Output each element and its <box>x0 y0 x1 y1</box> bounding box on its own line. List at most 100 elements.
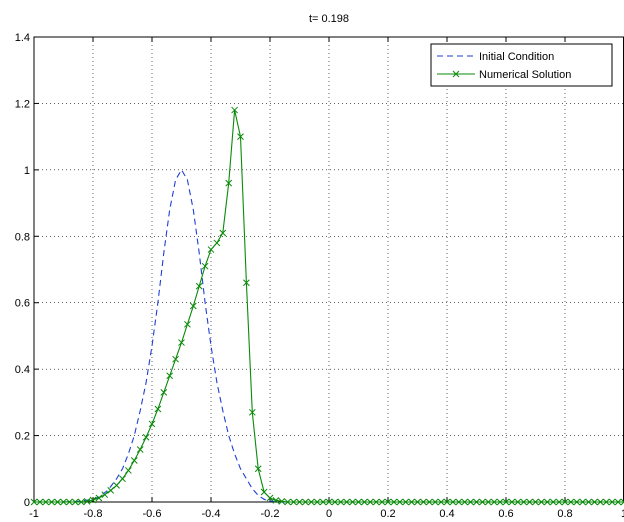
data-point-marker <box>219 229 227 237</box>
data-point-marker <box>361 498 368 506</box>
data-point-marker <box>597 498 604 506</box>
data-point-marker <box>467 498 474 506</box>
data-point-marker <box>372 498 380 506</box>
data-point-marker <box>602 498 610 506</box>
data-point-marker <box>290 498 297 506</box>
y-tick-label: 1 <box>24 165 30 177</box>
data-point-marker <box>543 498 551 506</box>
data-point-marker <box>130 457 138 464</box>
data-point-marker <box>172 355 179 363</box>
data-point-marker <box>71 498 79 506</box>
data-point-marker <box>278 497 286 505</box>
data-point-marker <box>408 498 415 506</box>
data-point-marker <box>420 498 427 506</box>
x-tick-label: -1 <box>29 508 39 520</box>
data-point-marker <box>343 498 351 506</box>
data-point-marker <box>549 498 557 506</box>
data-point-marker <box>608 498 616 506</box>
y-tick-label: 0.4 <box>15 364 30 376</box>
data-point-marker <box>585 498 592 506</box>
data-point-marker <box>160 389 168 396</box>
data-point-marker <box>166 372 174 380</box>
y-tick-label: 1.4 <box>15 32 30 44</box>
data-point-marker <box>437 498 445 506</box>
data-point-marker <box>461 498 469 506</box>
data-point-marker <box>449 498 457 506</box>
legend-label: Initial Condition <box>479 51 554 63</box>
data-point-marker <box>272 496 280 504</box>
series-initial-condition <box>34 168 624 503</box>
data-point-marker <box>402 498 410 506</box>
data-point-marker <box>490 498 498 506</box>
data-point-marker <box>95 494 103 502</box>
data-point-marker <box>48 498 56 506</box>
data-point-marker <box>484 498 492 506</box>
data-point-marker <box>319 498 327 506</box>
y-tick-labels: 0 0.2 0.4 0.6 0.8 1 1.2 1.4 <box>15 32 30 509</box>
data-point-marker <box>201 262 209 270</box>
data-point-marker <box>396 498 404 506</box>
data-point-marker <box>254 465 262 473</box>
x-tick-label: 0.8 <box>557 508 572 520</box>
legend-box <box>430 43 613 87</box>
data-point-marker <box>296 498 303 506</box>
x-tick-label: 0.6 <box>498 508 513 520</box>
series-line <box>34 168 624 503</box>
x-tick-label: 1 <box>621 508 624 520</box>
data-point-marker <box>302 498 309 506</box>
data-point-marker <box>337 498 345 506</box>
data-point-marker <box>366 498 374 506</box>
data-point-marker <box>390 498 398 506</box>
data-point-marker <box>573 498 581 506</box>
x-tick-label: 0.2 <box>380 508 395 520</box>
data-point-marker <box>331 498 339 506</box>
data-point-marker <box>384 498 392 506</box>
data-point-marker <box>54 498 61 506</box>
data-point-marker <box>148 420 156 428</box>
data-point-marker <box>66 498 73 506</box>
data-point-marker <box>60 498 67 506</box>
data-point-marker <box>189 302 197 310</box>
data-point-marker <box>443 498 451 506</box>
data-point-marker <box>213 239 221 247</box>
data-point-marker <box>42 498 50 506</box>
x-tick-labels: -1 -0.8 -0.6 -0.4 -0.2 0 0.2 0.4 0.6 0.8 1 <box>29 508 624 520</box>
data-point-marker <box>243 279 250 287</box>
series-layer <box>30 106 624 506</box>
data-point-marker <box>313 498 321 506</box>
data-point-marker <box>248 408 256 416</box>
data-point-marker <box>266 494 274 502</box>
legend-label: Numerical Solution <box>479 69 571 81</box>
data-point-marker <box>178 339 185 346</box>
data-point-marker <box>260 488 268 496</box>
legend-marker <box>452 70 460 78</box>
data-point-marker <box>355 498 362 506</box>
y-tick-label: 0.6 <box>15 298 30 310</box>
data-point-marker <box>113 482 120 489</box>
data-point-marker <box>89 496 97 504</box>
data-point-marker <box>425 498 433 506</box>
tick-marks <box>33 36 624 503</box>
grid-lines <box>34 37 624 502</box>
data-point-marker <box>325 498 333 506</box>
data-point-marker <box>532 498 539 506</box>
data-point-marker <box>473 498 480 506</box>
data-point-marker <box>107 487 115 494</box>
data-point-marker <box>591 498 598 506</box>
x-tick-label: 0 <box>326 508 332 520</box>
y-tick-label: 0.8 <box>15 231 30 243</box>
x-tick-label: 0.4 <box>439 508 454 520</box>
data-point-marker <box>195 282 203 290</box>
data-point-marker <box>561 498 569 506</box>
data-point-marker <box>225 179 233 187</box>
x-tick-label: -0.8 <box>84 508 103 520</box>
data-point-marker <box>184 320 191 328</box>
data-point-marker <box>414 498 421 506</box>
data-point-marker <box>378 498 386 506</box>
data-point-marker <box>83 497 91 505</box>
data-point-marker <box>142 433 150 441</box>
data-point-marker <box>231 106 238 114</box>
chart-title: t= 0.198 <box>309 13 349 25</box>
data-point-marker <box>154 405 162 413</box>
data-point-marker <box>36 498 44 506</box>
